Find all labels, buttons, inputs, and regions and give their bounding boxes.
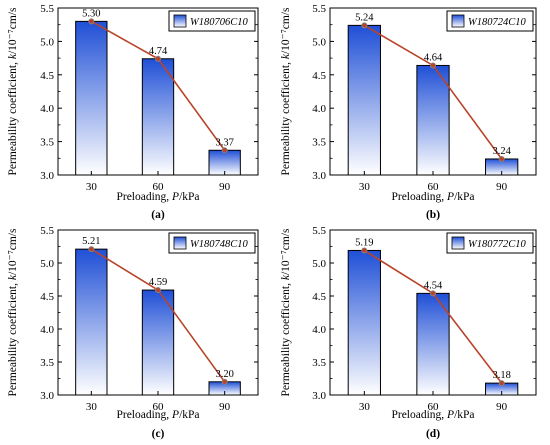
y-tick-label: 4.5 xyxy=(40,291,54,303)
chart-panel-4: 5.19 4.54 3.18 3.0 3.5 4.0 4.5 5.0 5.5 30 60 90 Prel… xyxy=(280,225,537,440)
legend-box xyxy=(446,232,534,254)
bar xyxy=(141,58,175,176)
x-tick-label: 90 xyxy=(496,181,508,193)
y-tick-label: 4.5 xyxy=(312,291,326,303)
legend-box xyxy=(168,232,256,254)
y-tick-label: 5.0 xyxy=(40,258,54,270)
legend-swatch xyxy=(451,236,465,250)
bar xyxy=(347,249,381,396)
y-tick-label: 4.0 xyxy=(40,324,54,336)
data-point xyxy=(154,287,161,294)
data-label: 5.21 xyxy=(82,236,100,247)
y-axis-label: Permeability coefficient, k/10⁻⁷cm/s xyxy=(280,7,292,175)
y-tick-label: 5.0 xyxy=(40,36,54,48)
x-tick-label: 90 xyxy=(219,401,231,413)
x-tick-label: 30 xyxy=(359,401,371,413)
data-label: 3.20 xyxy=(215,369,233,380)
y-tick-label: 4.0 xyxy=(312,103,326,115)
data-point xyxy=(154,55,161,62)
legend-swatch xyxy=(173,236,187,250)
data-point xyxy=(498,155,505,162)
chart-panel-3: 5.21 4.59 3.20 3.0 3.5 4.0 4.5 5.0 5.5 30 60 90 Prel… xyxy=(7,225,259,440)
y-axis-label: Permeability coefficient, k/10⁻⁷cm/s xyxy=(7,228,19,396)
y-tick-label: 4.5 xyxy=(312,70,326,82)
y-axis-label: Permeability coefficient, k/10⁻⁷cm/s xyxy=(280,228,292,396)
data-point xyxy=(429,62,436,69)
legend-box xyxy=(446,10,534,32)
legend: W180748C10 xyxy=(168,232,256,254)
data-point xyxy=(221,378,228,385)
legend-label: W180772C10 xyxy=(468,239,527,250)
y-axis-label: Permeability coefficient, k/10⁻⁷cm/s xyxy=(7,7,19,175)
x-axis-label: Preloading, P/kPa xyxy=(116,409,199,421)
y-tick-label: 5.5 xyxy=(40,3,54,15)
y-tick-label: 5.0 xyxy=(312,258,326,270)
y-tick-label: 4.5 xyxy=(40,70,54,82)
panel-label: (c) xyxy=(152,428,165,440)
y-tick-label: 3.0 xyxy=(312,170,326,182)
legend-box xyxy=(168,10,256,32)
data-label: 4.54 xyxy=(424,280,443,291)
legend: W180772C10 xyxy=(446,232,534,254)
data-label: 4.74 xyxy=(149,46,168,57)
data-point xyxy=(88,246,95,253)
y-tick-label: 3.0 xyxy=(312,390,326,402)
y-tick-label: 3.5 xyxy=(312,357,326,369)
legend: W180706C10 xyxy=(168,10,256,32)
data-label: 5.24 xyxy=(355,12,374,23)
data-label: 4.59 xyxy=(149,277,167,288)
x-tick-label: 30 xyxy=(86,181,98,193)
x-axis-label: Preloading, P/kPa xyxy=(116,191,199,203)
y-tick-label: 3.5 xyxy=(40,357,54,369)
data-label: 5.30 xyxy=(82,8,100,19)
panel-label: (b) xyxy=(426,209,440,221)
y-tick-label: 5.0 xyxy=(312,36,326,48)
panel-label: (d) xyxy=(426,428,440,440)
bar xyxy=(75,20,108,176)
data-label: 5.19 xyxy=(355,237,373,248)
y-tick-label: 3.0 xyxy=(40,170,54,182)
y-tick-label: 4.0 xyxy=(312,324,326,336)
x-tick-label: 60 xyxy=(153,181,165,193)
chart-panel-1: 5.30 4.74 3.37 3.0 3.5 4.0 4.5 5.0 5.5 30 60 90 Prel… xyxy=(7,3,259,221)
y-tick-label: 4.0 xyxy=(40,103,54,115)
bar xyxy=(208,149,241,176)
bar xyxy=(75,248,108,396)
legend-label: W180724C10 xyxy=(468,17,527,28)
y-tick-label: 3.0 xyxy=(40,390,54,402)
x-tick-label: 60 xyxy=(153,401,165,413)
data-point xyxy=(429,290,436,297)
legend-swatch xyxy=(451,14,465,28)
x-tick-label: 60 xyxy=(428,181,440,193)
legend: W180724C10 xyxy=(446,10,534,32)
x-tick-label: 90 xyxy=(496,401,508,413)
x-tick-label: 90 xyxy=(219,181,231,193)
y-tick-label: 5.5 xyxy=(312,225,326,237)
x-axis-label: Preloading, P/kPa xyxy=(391,409,474,421)
data-point xyxy=(361,247,368,254)
bar xyxy=(347,24,381,176)
y-tick-label: 5.5 xyxy=(312,3,326,15)
y-tick-label: 5.5 xyxy=(40,225,54,237)
data-point xyxy=(361,22,368,29)
x-tick-label: 30 xyxy=(86,401,98,413)
x-tick-label: 30 xyxy=(359,181,371,193)
data-point xyxy=(498,380,505,387)
legend-swatch xyxy=(173,14,187,28)
data-label: 3.24 xyxy=(492,146,511,157)
y-tick-label: 3.5 xyxy=(40,137,54,149)
y-tick-label: 3.5 xyxy=(312,137,326,149)
data-label: 3.37 xyxy=(215,137,233,148)
legend-label: W180706C10 xyxy=(190,17,249,28)
data-point xyxy=(88,18,95,25)
legend-label: W180748C10 xyxy=(190,239,249,250)
x-tick-label: 60 xyxy=(428,401,440,413)
data-point xyxy=(221,147,228,154)
data-label: 3.18 xyxy=(492,370,510,381)
chart-panel-2: 5.24 4.64 3.24 3.0 3.5 4.0 4.5 5.0 5.5 30 60 90 Prel… xyxy=(280,3,537,221)
x-axis-label: Preloading, P/kPa xyxy=(391,191,474,203)
panel-label: (a) xyxy=(151,209,165,221)
data-label: 4.64 xyxy=(424,52,443,63)
